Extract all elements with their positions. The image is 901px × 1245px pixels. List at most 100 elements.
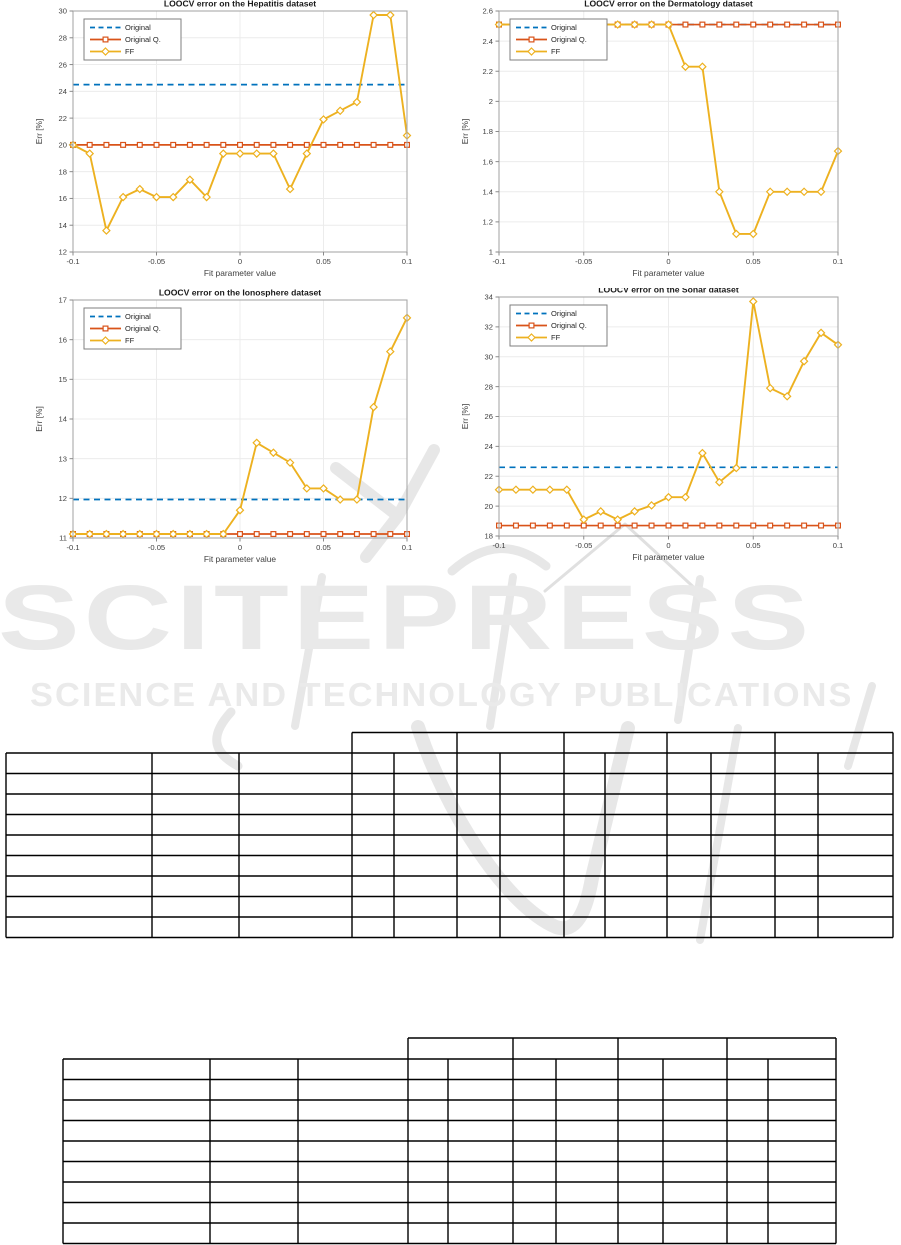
legend: Original Original Q. FF — [509, 18, 608, 61]
y-axis-title: Err [%] — [34, 406, 44, 432]
square-marker — [320, 531, 327, 538]
y-tick-label: 22 — [485, 472, 493, 481]
watermark-scitepress-logo-text: SCITEPRESS — [0, 567, 814, 669]
diamond-marker — [748, 229, 758, 239]
x-tick-label: -0.1 — [492, 541, 505, 550]
y-tick-label: 16 — [59, 335, 67, 344]
square-marker — [716, 21, 723, 28]
x-tick-label: 0.1 — [402, 257, 413, 266]
diamond-marker — [698, 448, 707, 458]
x-tick-label: -0.05 — [575, 257, 592, 266]
chart-ionosphere: -0.1 -0.05 0 0.05 0.1 11 12 13 14 15 16 17 LOOCV err… — [34, 288, 413, 564]
legend-label: FF — [551, 47, 561, 56]
diamond-marker — [545, 485, 555, 495]
swoosh-slash-2 — [486, 573, 517, 730]
square-marker — [801, 21, 808, 28]
square-marker — [648, 522, 655, 529]
square-marker — [818, 522, 825, 529]
diamond-marker — [269, 149, 278, 158]
diamond-marker — [765, 383, 775, 393]
diamond-marker — [613, 20, 622, 29]
legend-label: Original Q. — [125, 35, 161, 44]
diamond-marker — [185, 175, 195, 185]
y-tick-label: 17 — [59, 296, 67, 305]
y-tick-label: 15 — [59, 375, 67, 384]
x-tick-label: 0 — [666, 257, 670, 266]
tick-labels: -0.1 -0.05 0 0.05 0.1 11 12 13 14 15 16 17 — [59, 296, 413, 552]
tick-labels: -0.1 -0.05 0 0.05 0.1 12 14 16 18 20 22 24 26 28 30 — [59, 7, 413, 266]
x-tick-label: -0.1 — [66, 257, 79, 266]
legend: Original Original Q. FF — [83, 307, 182, 350]
chart-title: LOOCV error on the Hepatitis dataset — [164, 0, 316, 9]
diamond-marker — [118, 192, 128, 202]
diamond-marker — [731, 463, 741, 473]
square-marker — [597, 522, 604, 529]
diamond-marker — [715, 187, 724, 197]
legend-diamond-marker — [101, 47, 110, 56]
y-tick-label: 1.4 — [482, 187, 493, 196]
diamond-marker — [698, 62, 707, 72]
tick-marks — [495, 10, 839, 256]
legend-square-marker — [528, 36, 535, 43]
diamond-marker — [352, 97, 362, 107]
diamond-marker — [647, 501, 656, 510]
legend-square-marker — [102, 325, 109, 332]
square-marker — [682, 21, 689, 28]
swoosh-chevron — [543, 522, 702, 595]
square-marker — [387, 531, 394, 538]
x-tick-label: 0.05 — [316, 543, 331, 552]
diamond-marker — [235, 505, 245, 515]
legend-square-marker — [102, 36, 109, 43]
square-marker — [665, 522, 672, 529]
x-tick-label: -0.05 — [575, 541, 592, 550]
diamond-marker — [731, 229, 741, 239]
diamond-marker — [664, 492, 673, 502]
square-marker — [370, 531, 377, 538]
y-tick-label: 20 — [59, 141, 67, 150]
diamond-marker — [385, 347, 395, 356]
diamond-marker — [681, 62, 690, 72]
tick-marks — [495, 296, 839, 540]
diamond-marker — [664, 20, 673, 29]
square-marker — [353, 141, 360, 148]
legend-label: Original — [125, 312, 151, 321]
y-tick-label: 32 — [485, 323, 493, 332]
square-marker — [186, 141, 193, 148]
square-marker — [784, 21, 791, 28]
square-marker — [120, 141, 127, 148]
swoosh-arc — [447, 544, 551, 576]
x-tick-label: 0 — [238, 543, 242, 552]
legend-label: Original — [125, 23, 151, 32]
swoosh-group — [212, 444, 876, 944]
legend-box — [83, 18, 182, 61]
y-tick-label: 12 — [59, 494, 67, 503]
chart-title: LOOCV error on the Dermatology dataset — [584, 0, 753, 9]
square-marker — [546, 522, 553, 529]
diamond-marker — [613, 515, 622, 524]
diamond-marker — [235, 149, 245, 158]
y-tick-label: 34 — [485, 293, 493, 302]
y-tick-label: 2.6 — [482, 7, 493, 16]
diamond-marker — [782, 391, 792, 401]
diamond-marker — [782, 187, 792, 197]
square-marker — [237, 141, 244, 148]
legend-diamond-marker — [527, 47, 536, 56]
results-table-2 — [62, 1037, 837, 1245]
diamond-marker — [596, 507, 606, 516]
square-marker — [287, 141, 294, 148]
square-marker — [270, 531, 277, 538]
diamond-marker — [302, 484, 312, 493]
series-ff — [68, 313, 412, 539]
x-tick-label: 0 — [666, 541, 670, 550]
y-tick-label: 11 — [59, 534, 67, 543]
legend-diamond-marker — [101, 336, 110, 345]
chart-title: LOOCV error on the Ionosphere dataset — [159, 288, 321, 298]
square-marker — [733, 21, 740, 28]
square-marker — [237, 531, 244, 538]
y-tick-label: 2 — [489, 97, 493, 106]
square-marker — [512, 522, 519, 529]
x-tick-label: 0.05 — [746, 541, 761, 550]
diamond-marker — [369, 402, 378, 412]
